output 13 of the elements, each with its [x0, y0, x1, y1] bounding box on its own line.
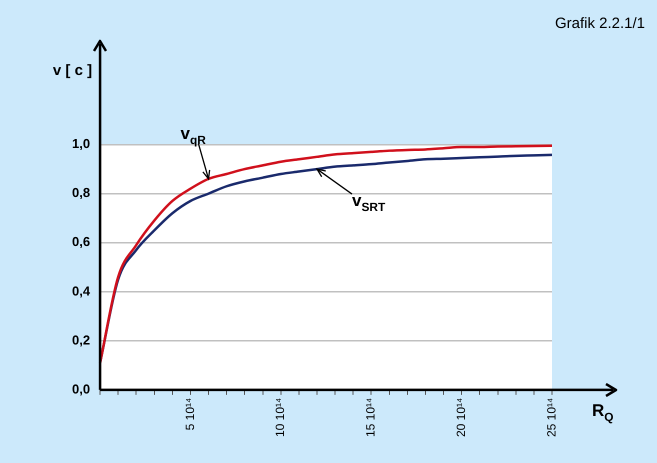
x-tick-label: 20 10¹⁴ — [454, 398, 468, 438]
y-tick-label: 0,8 — [72, 185, 90, 200]
x-tick-label: 25 10¹⁴ — [544, 398, 558, 438]
x-tick-label: 15 10¹⁴ — [364, 398, 378, 438]
y-tick-label: 0,0 — [72, 381, 90, 396]
y-axis-title: v [ c ] — [52, 62, 92, 79]
y-tick-label: 1,0 — [72, 136, 90, 152]
x-tick-label: 10 10¹⁴ — [273, 398, 288, 438]
y-tick-label: 0,4 — [72, 283, 91, 298]
text: Grafik 2.2.1/1 — [554, 15, 646, 32]
x-tick-label: 5 10¹⁴ — [182, 398, 197, 430]
y-tick-label: 0,6 — [72, 234, 90, 250]
y-tick-label: 0,2 — [72, 332, 90, 348]
